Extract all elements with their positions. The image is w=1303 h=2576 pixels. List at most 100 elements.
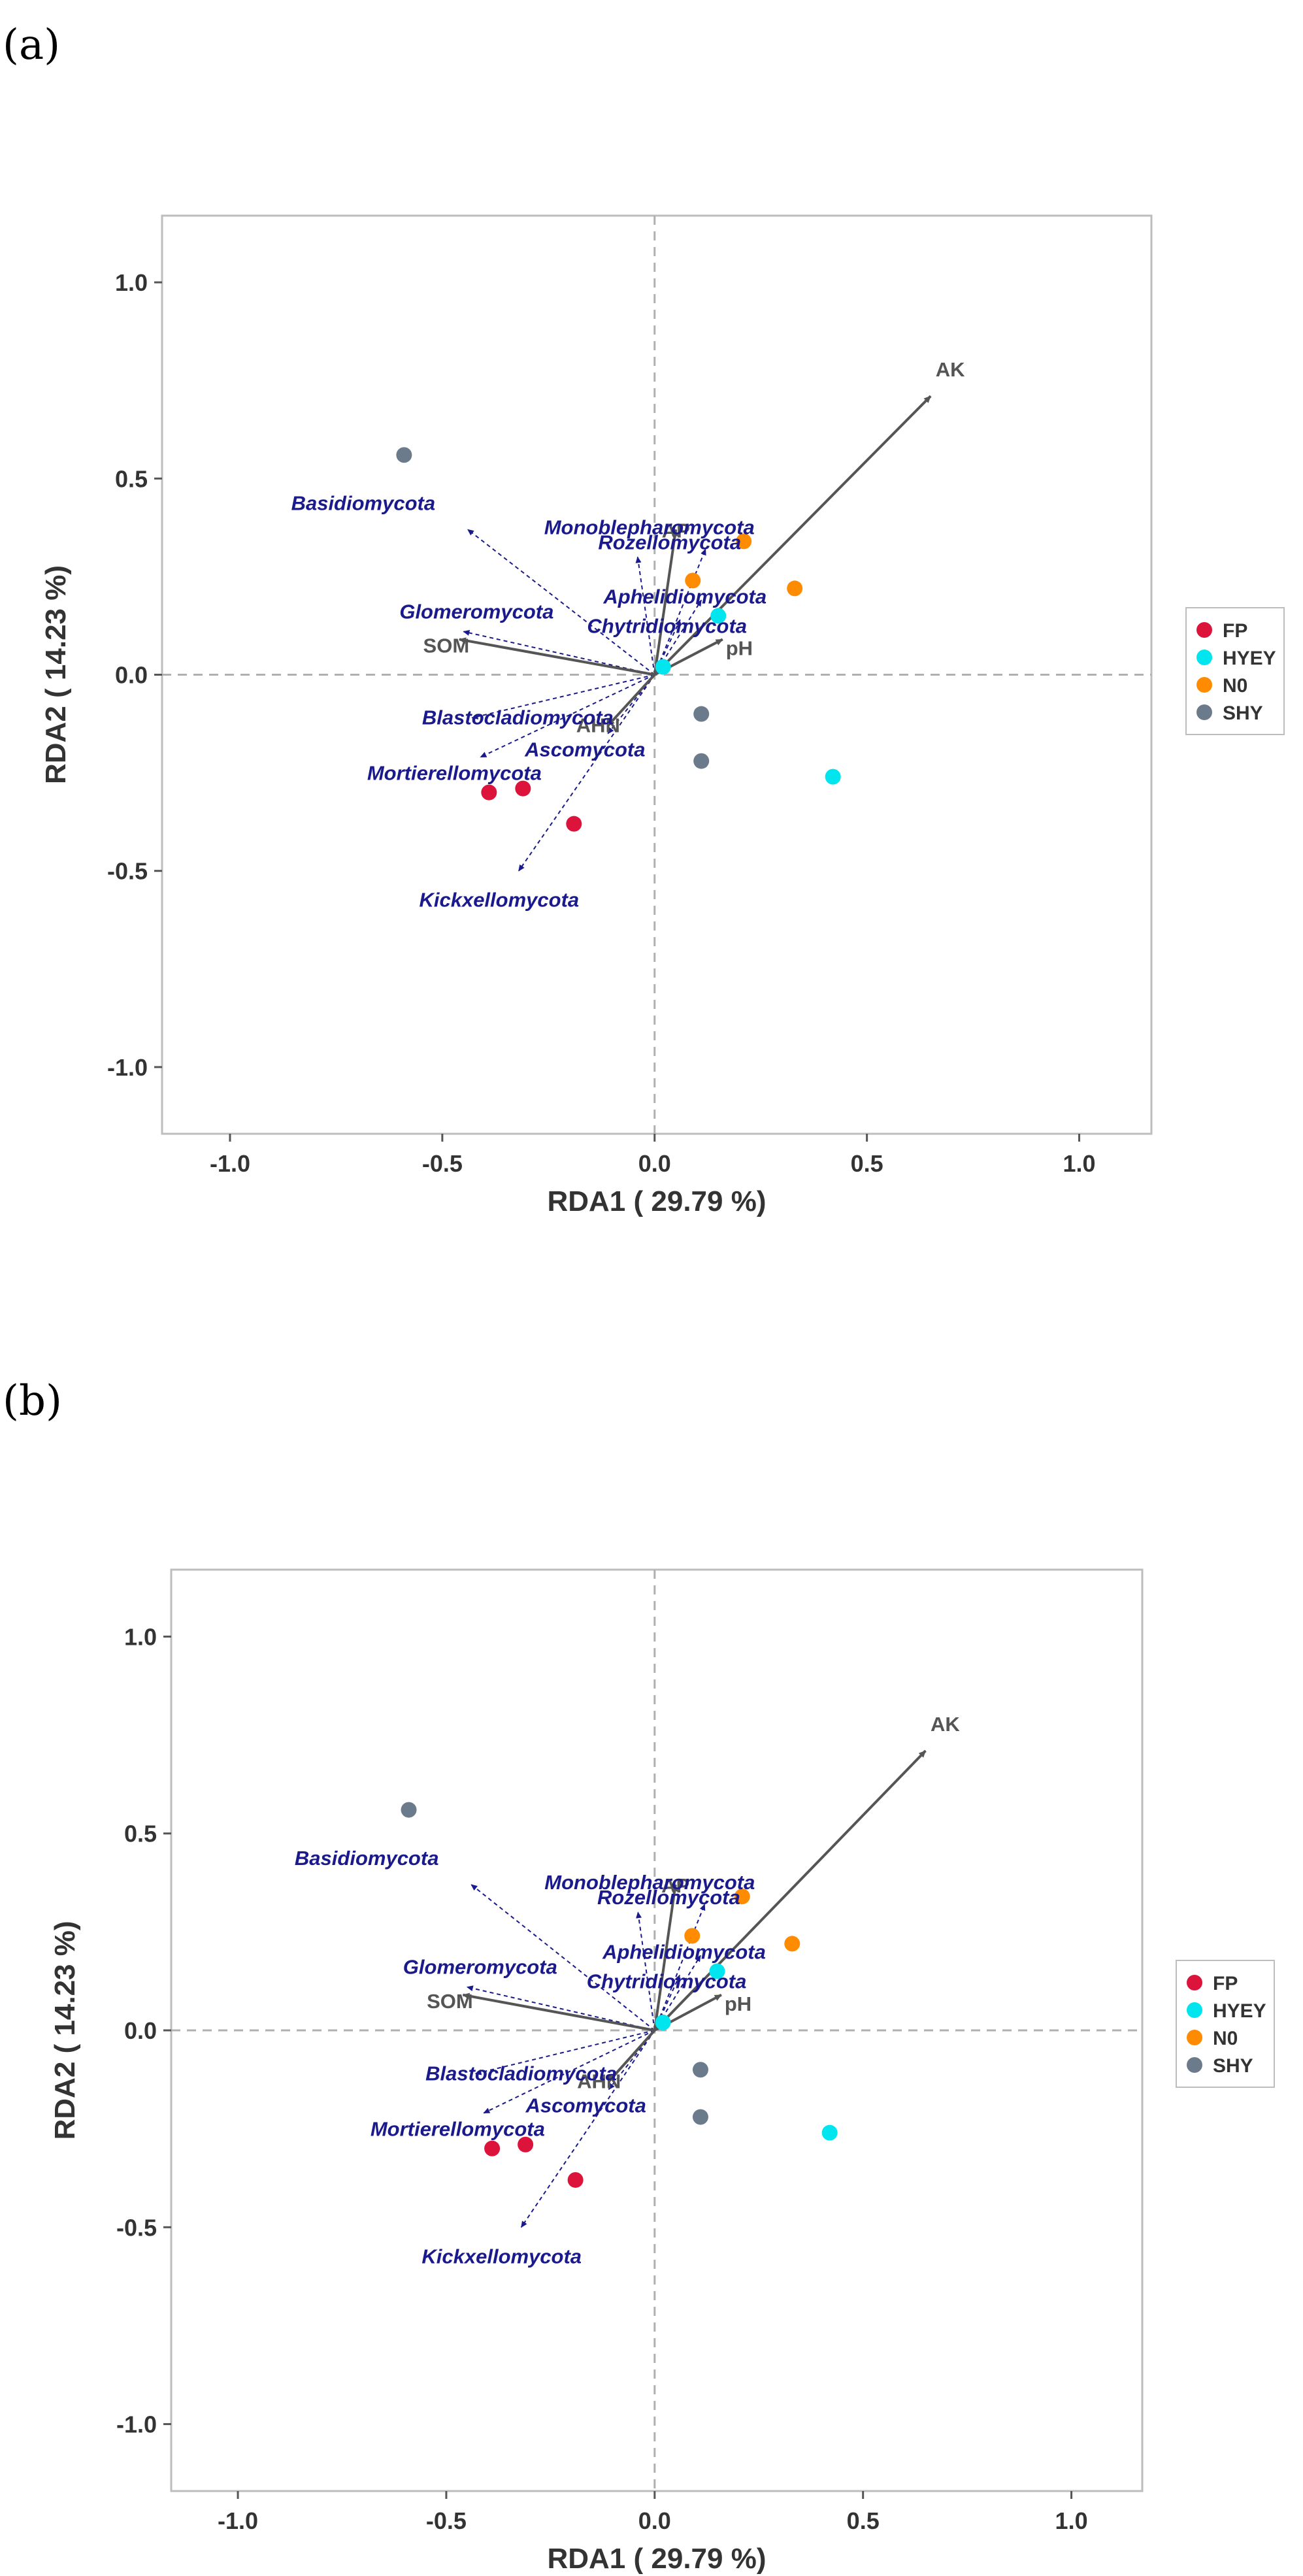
species-label: Chytridiomycota [587, 614, 747, 637]
sample-point-n0 [734, 1889, 750, 1905]
env-label: SOM [427, 1990, 473, 2013]
legend-swatch-hyey [1187, 2002, 1202, 2018]
panel-label: (b) [3, 1377, 62, 1425]
sample-point-shy [693, 706, 710, 722]
species-arrow-kickxellomycota [518, 674, 655, 872]
species-arrow-basidiomycota [467, 529, 655, 676]
species-label: Blastocladiomycota [425, 2062, 617, 2085]
species-label: Blastocladiomycota [422, 706, 614, 729]
species-arrow-mortierellomycota [483, 2030, 655, 2114]
x-tick-label: 1.0 [1055, 2507, 1088, 2534]
sample-point-n0 [787, 580, 803, 597]
species-arrow-basidiomycota [470, 1884, 655, 2031]
species-label: Basidiomycota [291, 491, 436, 514]
sample-point-hyey [709, 1963, 725, 1979]
sample-point-fp [481, 784, 497, 801]
env-label: pH [725, 1992, 751, 2015]
sample-point-fp [518, 2136, 534, 2153]
env-arrow-ap [653, 529, 678, 675]
y-tick-label: 0.5 [124, 1821, 157, 1847]
env-label: AK [931, 1713, 960, 1736]
species-label: Glomeromycota [403, 1956, 557, 1979]
legend-label: FP [1213, 1973, 1238, 1994]
env-label: AHN [576, 714, 620, 737]
sample-point-shy [692, 2062, 708, 2078]
species-label: Basidiomycota [295, 1847, 439, 1870]
legend-label: SHY [1213, 2055, 1253, 2077]
species-label: Ascomycota [524, 738, 645, 761]
species-label: Glomeromycota [399, 600, 553, 623]
env-label: AHN [577, 2070, 621, 2092]
y-tick-label: -1.0 [116, 2411, 157, 2438]
species-label: Mortierellomycota [371, 2118, 545, 2141]
env-label: AK [936, 358, 965, 381]
rda-panel-b: (b) -1.0 -0.5 0.0 0.5 1.0 -1.0 -0.5 0.0 0.5 1.0 RDA… [3, 1377, 1275, 2575]
legend-label: HYEY [1223, 648, 1276, 669]
y-tick-label: -0.5 [116, 2214, 157, 2241]
species-arrow-glomeromycota [466, 1985, 655, 2031]
y-tick-label: 0.5 [115, 465, 148, 492]
sample-point-hyey [655, 659, 671, 675]
env-label: pH [726, 636, 753, 659]
legend-label: HYEY [1213, 2000, 1266, 2022]
sample-point-n0 [736, 533, 752, 550]
x-tick-label: 0.0 [638, 1150, 671, 1177]
species-label: Mortierellomycota [367, 762, 542, 785]
sample-point-fp [515, 780, 531, 797]
legend-swatch-n0 [1196, 677, 1212, 693]
species-arrow-ascomycota [608, 2030, 655, 2090]
legend-label: SHY [1223, 702, 1263, 724]
species-arrow-rozellomycota [653, 1904, 706, 2031]
env-arrow-ak [653, 1749, 927, 2032]
x-tick-label: -1.0 [218, 2507, 258, 2534]
species-arrow-rozellomycota [653, 548, 706, 675]
x-tick-label: 0.5 [847, 2507, 880, 2534]
rda-panel-a: (a) -1.0 -0.5 0.0 0.5 1.0 -1.0 -0.5 0.0 0.5 1.0 RDA… [3, 21, 1285, 1217]
env-arrow-som [462, 1992, 655, 2032]
legend-label: N0 [1223, 675, 1247, 697]
species-label: Ascomycota [525, 2094, 646, 2117]
sample-point-n0 [684, 1928, 701, 1944]
y-tick-label: -1.0 [107, 1054, 148, 1081]
species-label: Monoblepharomycota [544, 1871, 755, 1894]
legend-swatch-shy [1187, 2057, 1202, 2073]
y-tick-label: 1.0 [115, 269, 148, 296]
y-tick-label: 0.0 [124, 2017, 157, 2044]
x-tick-label: 0.5 [851, 1150, 883, 1177]
x-tick-label: 1.0 [1063, 1150, 1096, 1177]
sample-point-n0 [685, 572, 701, 589]
species-arrow-mortierellomycota [480, 674, 655, 758]
legend-swatch-n0 [1187, 2030, 1202, 2045]
env-arrow-ak [653, 395, 932, 676]
species-arrow-kickxellomycota [520, 2030, 655, 2228]
sample-point-hyey [825, 768, 841, 785]
env-label: AP [661, 1874, 689, 1897]
species-arrow-glomeromycota [463, 630, 655, 676]
sample-point-hyey [821, 2124, 838, 2141]
legend: FP HYEY N0 SHY [1176, 1960, 1275, 2088]
sample-point-hyey [710, 608, 727, 624]
env-arrow-som [458, 637, 655, 676]
legend: FP HYEY N0 SHY [1185, 607, 1285, 735]
sample-point-shy [692, 2109, 708, 2125]
sample-point-n0 [784, 1936, 800, 1952]
sample-point-shy [401, 1802, 417, 1818]
x-tick-label: -0.5 [426, 2507, 467, 2534]
legend-swatch-fp [1196, 622, 1212, 638]
x-tick-label: -0.5 [422, 1150, 463, 1177]
x-axis-title: RDA1 ( 29.79 %) [547, 2543, 766, 2575]
legend-label: N0 [1213, 2028, 1238, 2049]
species-label: Aphelidiomycota [602, 1941, 766, 1964]
y-axis-title: RDA2 ( 14.23 %) [40, 565, 72, 784]
y-tick-label: 0.0 [115, 662, 148, 689]
species-label: Rozellomycota [598, 531, 741, 553]
sample-point-hyey [655, 2014, 671, 2030]
sample-point-fp [484, 2140, 501, 2156]
species-arrow-ascomycota [607, 674, 655, 735]
species-arrow-blastocladiomycota [471, 674, 655, 719]
x-tick-label: -1.0 [210, 1150, 250, 1177]
x-axis-title: RDA1 ( 29.79 %) [547, 1185, 766, 1217]
sample-point-shy [396, 447, 412, 463]
sample-point-fp [567, 2171, 584, 2188]
sample-point-fp [566, 816, 582, 832]
